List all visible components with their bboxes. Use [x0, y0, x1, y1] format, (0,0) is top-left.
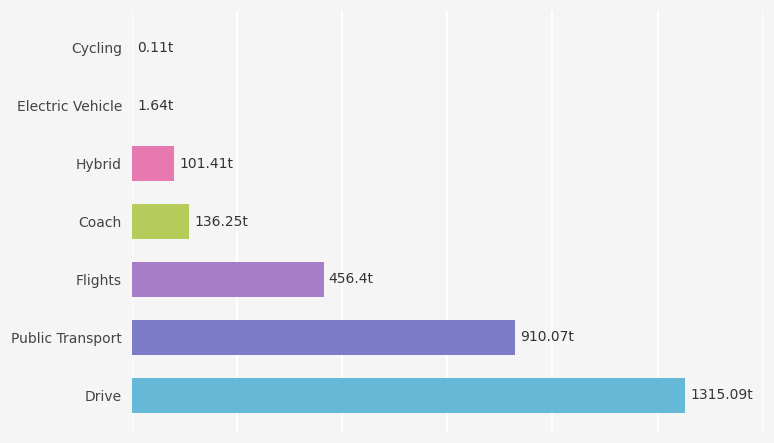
Bar — [132, 262, 324, 297]
Text: 1.64t: 1.64t — [138, 99, 174, 113]
Bar — [132, 378, 685, 413]
Text: 910.07t: 910.07t — [519, 330, 574, 344]
Text: 136.25t: 136.25t — [194, 214, 248, 229]
Bar — [132, 320, 515, 355]
Text: 0.11t: 0.11t — [137, 41, 173, 54]
Bar — [132, 204, 189, 239]
Text: 456.4t: 456.4t — [329, 272, 374, 287]
Bar — [132, 146, 174, 181]
Text: 1315.09t: 1315.09t — [690, 389, 753, 402]
Text: 101.41t: 101.41t — [180, 156, 234, 171]
